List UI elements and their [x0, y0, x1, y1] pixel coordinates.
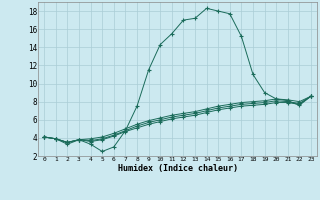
X-axis label: Humidex (Indice chaleur): Humidex (Indice chaleur): [118, 164, 238, 173]
